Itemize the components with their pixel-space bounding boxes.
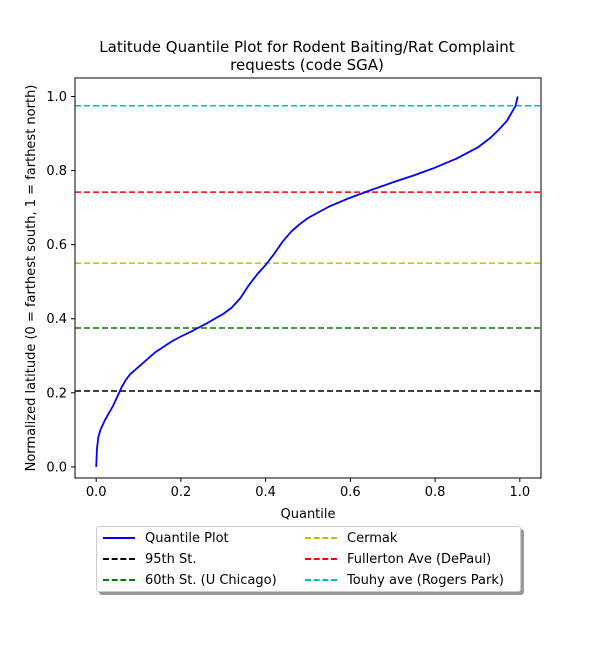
y-axis-label: Normalized latitude (0 = farthest south,… xyxy=(24,85,39,472)
legend-swatch xyxy=(103,558,135,560)
y-axis: 0.0 0.2 0.4 0.6 0.8 1.0 xyxy=(46,90,75,475)
legend-entry-touhy-ave: Touhy ave (Rogers Park) xyxy=(305,571,504,589)
legend-entry-quantile-plot: Quantile Plot xyxy=(103,529,229,547)
legend-swatch xyxy=(305,558,337,560)
chart-title-line-1: Latitude Quantile Plot for Rodent Baitin… xyxy=(99,38,515,56)
x-axis-label: Quantile xyxy=(281,507,336,522)
legend-label: Quantile Plot xyxy=(145,530,229,546)
x-tick-label: 0.6 xyxy=(340,485,361,500)
legend-entry-cermak: Cermak xyxy=(305,529,397,547)
legend-label: 60th St. (U Chicago) xyxy=(145,572,277,588)
legend-swatch xyxy=(305,579,337,581)
legend-swatch xyxy=(103,537,135,539)
x-tick-label: 0.8 xyxy=(425,485,446,500)
x-tick-label: 0.4 xyxy=(255,485,276,500)
y-tick-label: 0.2 xyxy=(46,386,67,401)
legend: Quantile Plot 95th St. 60th St. (U Chica… xyxy=(96,526,521,592)
y-tick-label: 0.8 xyxy=(46,164,67,179)
y-tick-label: 1.0 xyxy=(46,90,67,105)
legend-entry-fullerton-ave: Fullerton Ave (DePaul) xyxy=(305,550,491,568)
plot-area xyxy=(75,96,541,467)
y-tick-label: 0.6 xyxy=(46,238,67,253)
legend-entry-60th-st: 60th St. (U Chicago) xyxy=(103,571,277,589)
quantile-curve xyxy=(95,96,519,467)
x-tick-label: 0.0 xyxy=(86,485,107,500)
legend-label: Fullerton Ave (DePaul) xyxy=(347,551,492,567)
y-tick-label: 0.0 xyxy=(46,460,67,475)
legend-entry-95th-st: 95th St. xyxy=(103,550,197,568)
x-tick-label: 1.0 xyxy=(509,485,530,500)
legend-label: 95th St. xyxy=(145,551,197,567)
legend-label: Cermak xyxy=(347,530,398,546)
plot-frame xyxy=(74,77,542,479)
x-axis: 0.0 0.2 0.4 0.6 0.8 1.0 xyxy=(86,478,530,500)
legend-swatch xyxy=(103,579,135,581)
legend-label: Touhy ave (Rogers Park) xyxy=(347,572,504,588)
chart-title-line-2: requests (code SGA) xyxy=(230,56,384,74)
x-tick-label: 0.2 xyxy=(171,485,192,500)
legend-swatch xyxy=(305,537,337,539)
y-tick-label: 0.4 xyxy=(46,312,67,327)
